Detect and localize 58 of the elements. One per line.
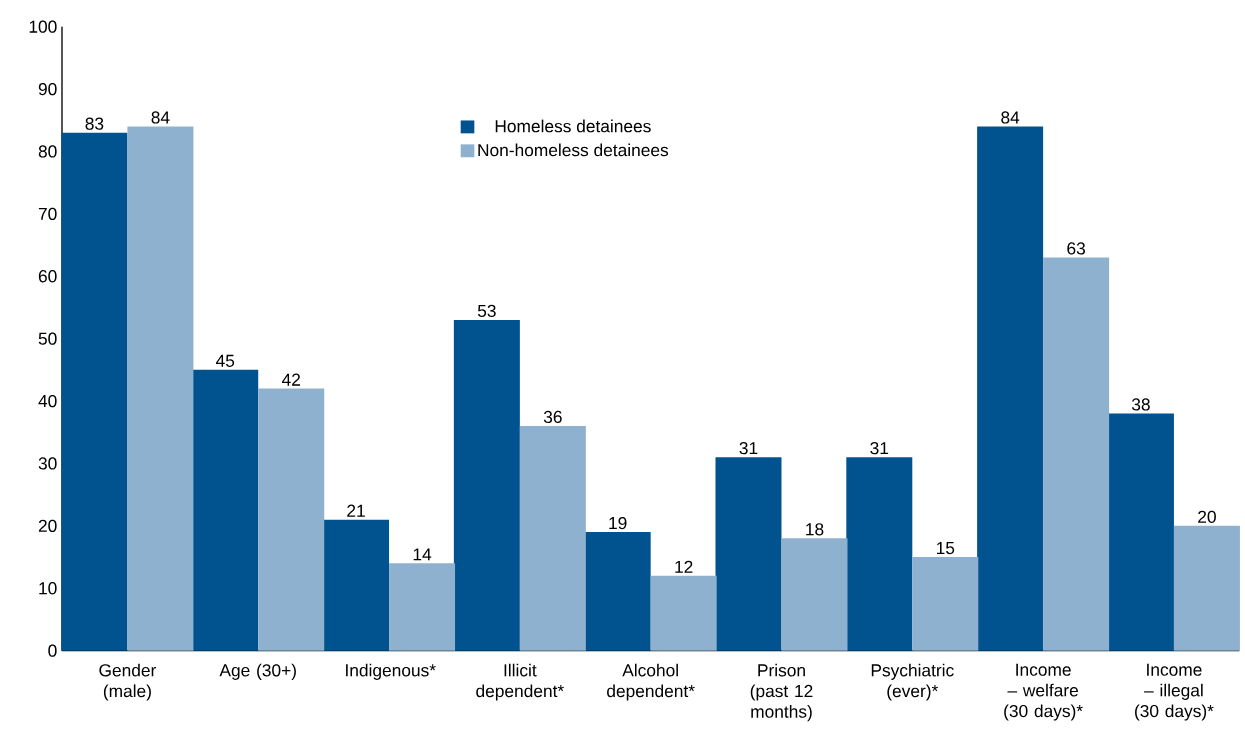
data-label: 20 [1198, 510, 1216, 523]
bar [389, 563, 456, 651]
data-label: 84 [1001, 111, 1020, 124]
x-tick-label: Prison (past 12 months) [750, 663, 813, 722]
bar [1173, 525, 1240, 651]
data-label: 31 [870, 442, 889, 455]
x-tick-label: Age (30+) [219, 663, 296, 680]
bar [127, 126, 194, 651]
bar [846, 457, 913, 651]
data-label: 45 [215, 354, 235, 367]
data-label: 36 [543, 410, 562, 424]
bar [519, 426, 586, 651]
data-label: 19 [609, 516, 627, 530]
y-tick-label: 100 [29, 20, 57, 33]
bar [1043, 257, 1110, 651]
y-tick-label: 0 [48, 644, 57, 657]
bar [1107, 413, 1174, 651]
y-tick-label: 80 [38, 145, 57, 158]
y-tick-label: 30 [38, 457, 57, 470]
y-tick-label: 10 [39, 582, 57, 595]
data-label: 38 [1131, 398, 1150, 411]
data-label: 12 [675, 560, 693, 573]
legend-label: Non-homeless detainees [478, 143, 669, 157]
data-label: 83 [85, 117, 104, 130]
bar [453, 319, 520, 651]
data-label: 84 [151, 111, 170, 124]
data-label: 31 [739, 442, 758, 455]
y-tick-label: 50 [38, 332, 57, 345]
x-tick-label: Income – illegal (30 days)* [1135, 663, 1214, 721]
bar [650, 575, 717, 651]
data-label: 15 [936, 542, 955, 555]
data-label: 63 [1067, 242, 1085, 255]
data-label: 18 [806, 523, 824, 536]
y-tick-label: 40 [38, 394, 57, 408]
bar [323, 519, 390, 651]
bar [192, 369, 259, 651]
bar [715, 457, 782, 651]
data-label: 14 [413, 548, 432, 561]
x-tick-label: Alcohol dependent* [607, 663, 695, 701]
data-label: 42 [281, 373, 300, 386]
bar [258, 388, 325, 651]
x-tick-label: Psychiatric (ever)* [871, 663, 954, 701]
legend-label: Homeless detainees [495, 119, 651, 133]
bar [977, 126, 1044, 651]
x-tick-label: Gender (male) [99, 663, 157, 701]
x-tick-label: Income – welfare (30 days)* [1004, 663, 1083, 721]
data-label: 21 [347, 504, 365, 517]
x-tick-label: Illicit dependent* [476, 663, 564, 701]
bar [912, 557, 979, 651]
bar [584, 532, 651, 651]
y-tick-label: 20 [38, 519, 57, 532]
data-label: 53 [477, 304, 496, 318]
y-tick-label: 70 [38, 207, 57, 220]
bar [61, 132, 128, 651]
x-tick-label: Indigenous* [346, 663, 436, 680]
y-tick-label: 60 [38, 270, 57, 283]
bar [781, 538, 848, 651]
y-tick-label: 90 [38, 82, 57, 96]
